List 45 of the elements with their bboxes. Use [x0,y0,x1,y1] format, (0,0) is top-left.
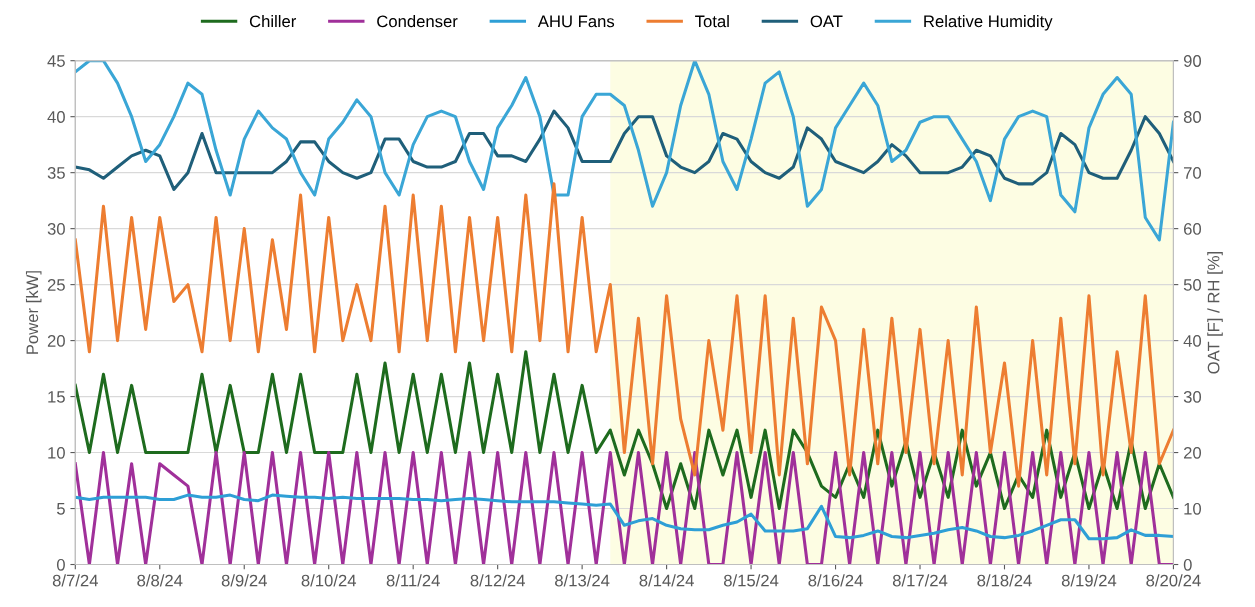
x-tick-label: 8/11/24 [386,574,440,587]
legend-label: Chiller [249,15,297,28]
y2-tick-label: 60 [1183,223,1202,235]
y-tick-label: 10 [48,446,65,459]
y-tick-label: 25 [47,279,65,291]
legend-label: Condenser [377,15,458,28]
x-tick-label: 8/7/24 [52,574,98,587]
y2-tick-label: 0 [1183,558,1192,571]
y-tick-label: 15 [48,391,65,403]
y-tick-label: 5 [56,503,65,515]
x-tick-label: 8/16/24 [808,574,863,587]
y-tick-label: 30 [47,223,65,235]
y2-tick-label: 90 [1183,55,1202,67]
x-tick-label: 8/8/24 [137,574,183,587]
legend-label: AHU Fans [537,15,615,28]
y2-axis-title: OAT [F] / RH [%] [1207,252,1223,374]
y-tick-label: 40 [47,111,65,123]
y-tick-label: 45 [47,55,65,67]
legend-label: OAT [810,15,843,28]
x-tick-label: 8/13/24 [555,574,610,587]
y2-tick-label: 50 [1183,279,1202,291]
legend-label: Relative Humidity [924,15,1053,31]
line-series [75,493,1174,541]
x-tick-label: 8/9/24 [221,574,267,587]
y-tick-label: 0 [56,558,65,571]
y2-tick-label: 40 [1183,335,1202,347]
x-tick-label: 8/12/24 [470,574,525,587]
legend-label: Total [695,15,729,28]
line-series [75,109,1174,191]
y-tick-label: 20 [47,335,65,347]
y2-tick-label: 20 [1183,446,1202,459]
y2-tick-label: 10 [1184,502,1202,515]
x-tick-label: 8/17/24 [892,574,948,587]
y2-tick-label: 30 [1183,390,1202,403]
x-tick-label: 8/19/24 [1061,574,1117,587]
y-axis-title: Power [kW] [25,271,42,354]
x-tick-label: 8/10/24 [301,574,357,587]
x-tick-label: 8/20/24 [1146,574,1201,587]
y2-tick-label: 70 [1184,167,1202,179]
x-tick-label: 8/15/24 [723,574,779,587]
y-tick-label: 35 [47,167,65,179]
y2-tick-label: 80 [1183,111,1202,123]
x-tick-label: 8/18/24 [977,574,1032,587]
x-tick-label: 8/14/24 [639,574,694,587]
line-series [75,182,1174,488]
